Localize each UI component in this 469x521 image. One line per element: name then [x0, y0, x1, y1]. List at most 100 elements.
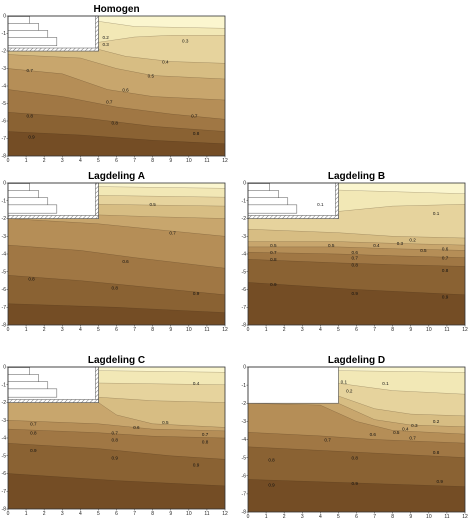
contour-line: [98, 21, 225, 29]
contour-label: 0.4: [373, 243, 380, 248]
x-tick-label: 11: [204, 327, 209, 333]
y-tick-label: -3: [2, 66, 7, 72]
contour-line: [8, 68, 225, 101]
y-tick-label: -2: [242, 401, 247, 407]
contour-band: [8, 183, 225, 189]
x-tick-label: 8: [391, 514, 394, 520]
y-tick-label: -7: [2, 305, 7, 311]
contour-label: 0.4: [402, 426, 409, 431]
y-tick-label: -1: [2, 382, 7, 388]
x-tick-label: 8: [151, 158, 154, 164]
contour-label: 0.9: [30, 448, 37, 453]
contour-label: 0.7: [27, 68, 34, 73]
x-tick-label: 6: [115, 511, 118, 517]
x-tick-label: 9: [409, 514, 412, 520]
x-tick-label: 12: [462, 327, 468, 333]
x-tick-label: 2: [283, 327, 286, 333]
contour-label: 0.2: [433, 419, 440, 424]
x-tick-label: 4: [79, 511, 82, 517]
contour-label: 0.8: [111, 438, 118, 443]
contour-label: 0.9: [193, 291, 200, 296]
x-tick-label: 7: [373, 327, 376, 333]
contour-line: [338, 383, 465, 395]
x-tick-label: 4: [79, 327, 82, 333]
contour-line: [8, 131, 225, 145]
x-tick-label: 11: [204, 158, 209, 164]
contour-line: [98, 49, 225, 64]
contour-label: 0.9: [436, 479, 443, 484]
y-tick-label: -6: [242, 473, 247, 479]
x-tick-label: 12: [222, 327, 228, 333]
contour-label: 0.7: [324, 437, 331, 442]
y-tick-label: -8: [2, 507, 7, 513]
x-tick-label: 7: [133, 327, 136, 333]
x-tick-label: 8: [391, 327, 394, 333]
y-tick-label: -4: [242, 437, 247, 443]
strut-step: [7, 204, 58, 214]
contour-label: 0.6: [122, 259, 129, 264]
contour-label: 0.2: [409, 238, 416, 243]
contour-label: 0.8: [433, 450, 440, 455]
chart-panel: 0 1 2 3 4 5 6 7 8 9 10 11 120-1-2-3-4-5-6-7-80.20.30…: [2, 4, 228, 164]
x-tick-label: 3: [301, 327, 304, 333]
y-tick-label: -7: [2, 136, 7, 142]
contour-label: 0.6: [370, 432, 377, 437]
contour-label: 0.3: [411, 423, 418, 428]
contour-label: 0.8: [270, 257, 277, 262]
y-tick-label: -7: [242, 492, 247, 498]
contour-band: [248, 367, 465, 373]
contour-label: 0.8: [27, 114, 34, 119]
y-tick-label: -5: [242, 455, 247, 461]
x-tick-label: 3: [61, 511, 64, 517]
contour-label: 0.9: [351, 481, 358, 486]
contour-label: 0.8: [193, 131, 200, 136]
x-tick-label: 8: [151, 327, 154, 333]
y-tick-label: -6: [242, 287, 247, 293]
contour-label: 0.8: [442, 268, 449, 273]
x-tick-label: 12: [222, 511, 228, 517]
contour-label: 0.5: [149, 202, 156, 207]
y-tick-label: -1: [242, 383, 247, 389]
y-tick-label: -6: [2, 287, 7, 293]
x-tick-label: 6: [115, 327, 118, 333]
y-tick-label: -8: [242, 510, 247, 516]
y-tick-label: -7: [2, 489, 7, 495]
contour-label: 0.5: [328, 243, 335, 248]
contour-label: 0.7: [111, 430, 118, 435]
excavation-floor: [7, 399, 99, 403]
contour-label: 0.9: [270, 282, 277, 287]
contour-label: 0.8: [30, 430, 37, 435]
contour-line: [338, 395, 465, 417]
y-tick-label: 0: [3, 14, 6, 20]
x-tick-label: 11: [444, 327, 449, 333]
y-tick-label: -7: [242, 305, 247, 311]
x-tick-label: 0: [7, 327, 10, 333]
contour-line: [98, 214, 225, 219]
contour-label: 0.9: [442, 294, 449, 299]
contour-label: 0.2: [346, 388, 353, 393]
chart-title: Lagdeling A: [88, 171, 145, 182]
x-tick-label: 0: [247, 327, 250, 333]
contour-line: [98, 396, 225, 403]
x-tick-label: 4: [319, 514, 322, 520]
contour-line: [248, 446, 465, 458]
contour-label: 0.7: [409, 436, 416, 441]
chart-panel: 0 1 2 3 4 5 6 7 8 9 10 11 120-1-2-3-4-5-6-7-80.40.50…: [2, 355, 228, 517]
contour-label: 0.3: [182, 38, 189, 43]
x-tick-label: 11: [204, 511, 209, 517]
contour-label: 0.4: [162, 59, 169, 64]
contour-label: 0.6: [442, 246, 449, 251]
x-tick-label: 1: [25, 327, 28, 333]
x-tick-label: 2: [43, 327, 46, 333]
chart-title: Lagdeling D: [328, 355, 385, 366]
contour-line: [338, 370, 465, 373]
y-tick-label: 0: [3, 181, 6, 187]
y-tick-label: -8: [2, 323, 7, 329]
contour-label: 0.5: [148, 73, 155, 78]
x-tick-label: 12: [222, 158, 228, 164]
y-tick-label: -4: [2, 252, 7, 258]
y-tick-label: -2: [2, 216, 7, 222]
x-tick-label: 12: [462, 514, 468, 520]
